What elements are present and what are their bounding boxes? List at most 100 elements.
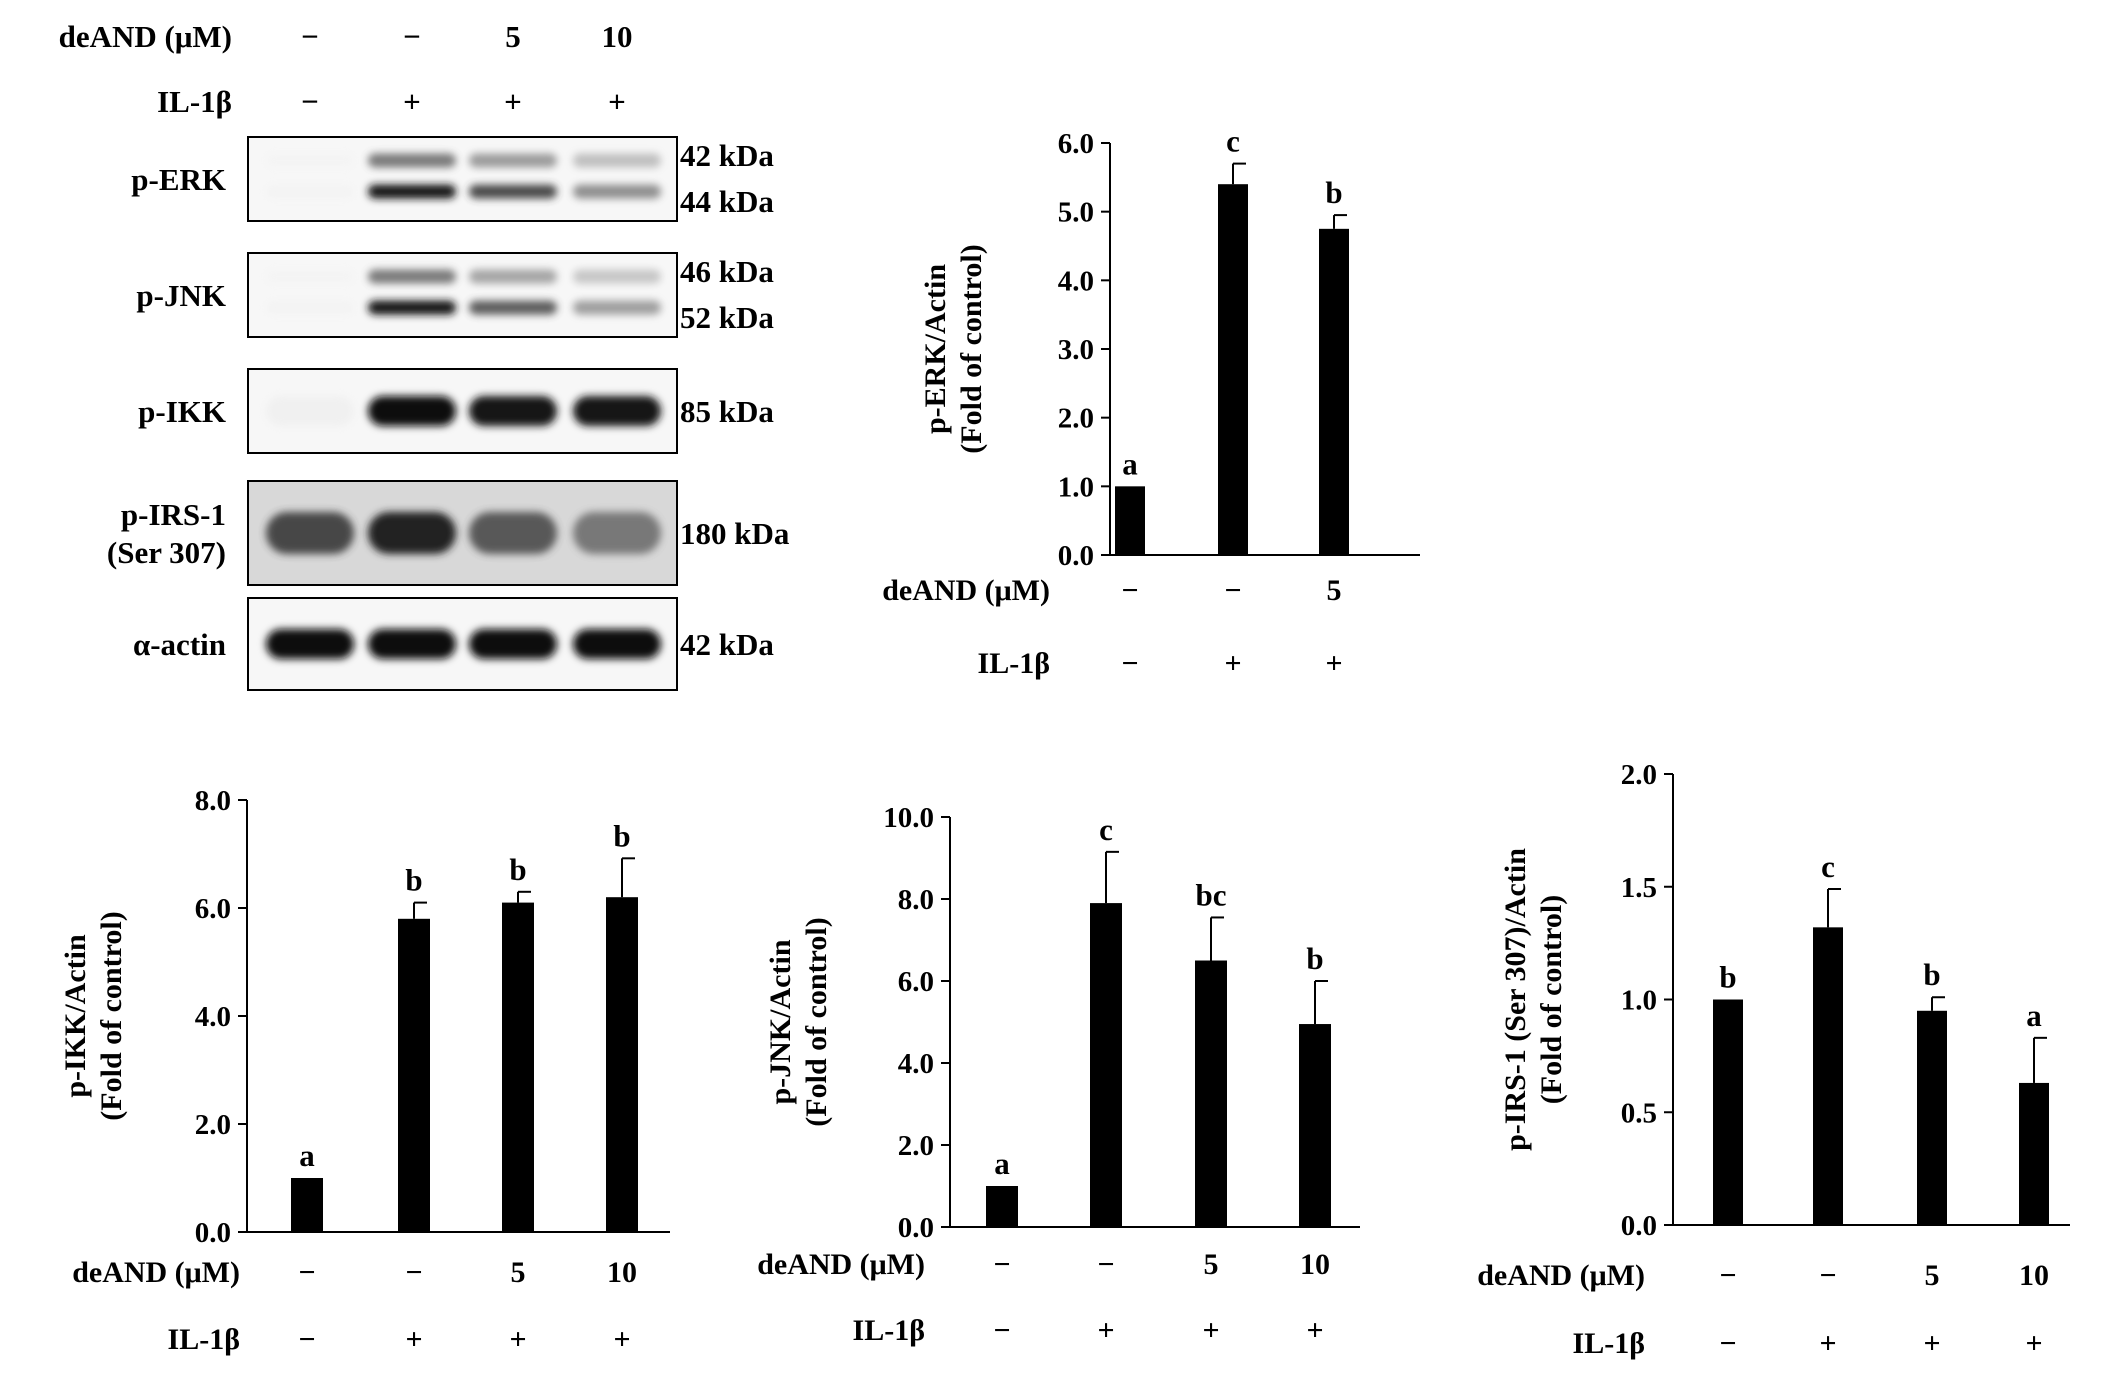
condition-value: + [1819, 1327, 1836, 1360]
blot-protein-label: p-JNK [136, 278, 226, 313]
significance-letter: b [1719, 960, 1736, 995]
bars: b c b a [1713, 849, 2049, 1225]
condition-label: IL-1β [978, 647, 1050, 680]
blot-kda-label: 85 kDa [680, 394, 774, 429]
blot-band [266, 153, 354, 168]
blot-kda-label: 42 kDa [680, 138, 774, 173]
significance-letter: c [1099, 812, 1113, 847]
y-axis-label-line: p-ERK/Actin [919, 264, 952, 434]
y-tick-label: 2.0 [195, 1109, 231, 1141]
blot-band [573, 396, 661, 426]
bar [986, 1186, 1018, 1227]
blot-condition-value: − [301, 19, 319, 54]
axes: 0.0 0.5 1.0 1.5 2.0 [1621, 760, 2070, 1242]
bar [291, 1178, 323, 1232]
blot-band [368, 396, 456, 426]
blot-band [573, 629, 661, 659]
blot-band [266, 629, 354, 659]
bar [1713, 999, 1743, 1225]
condition-value: − [1719, 1327, 1736, 1360]
bar [1195, 960, 1227, 1227]
bars: acbb [1115, 124, 1349, 555]
blot-condition-label: IL-1β [157, 84, 232, 119]
condition-label: deAND (μM) [72, 1256, 240, 1289]
blot-membrane [247, 252, 678, 338]
blot-band [368, 300, 456, 315]
blot-band [266, 184, 354, 199]
bar [1090, 903, 1122, 1227]
condition-value: + [1923, 1327, 1940, 1360]
blot-band [469, 300, 557, 315]
bars: a c bc b [986, 812, 1331, 1227]
condition-value: + [1224, 647, 1241, 680]
condition-label: IL-1β [853, 1314, 925, 1347]
y-axis-label-line: p-IRS-1 (Ser 307)/Actin [1499, 848, 1532, 1151]
y-tick-label: 5.0 [1058, 197, 1094, 229]
y-tick-label: 3.0 [1058, 334, 1094, 366]
blot-condition-value: 10 [602, 19, 633, 54]
condition-value: − [993, 1314, 1010, 1347]
condition-value: + [1097, 1314, 1114, 1347]
y-tick-label: 8.0 [195, 785, 231, 817]
significance-letter: c [1821, 849, 1835, 884]
blot-protein-label: p-ERK [131, 162, 226, 197]
chart-p-irs-1: 0.0 0.5 1.0 1.5 2.0 p-IRS-1 (Ser 307)/Actin (F… [1477, 760, 2070, 1360]
blot-condition-label: deAND (μM) [59, 19, 232, 54]
blot-band [368, 153, 456, 168]
y-axis-label-line: p-IKK/Actin [59, 934, 92, 1098]
y-tick-label: 2.0 [1058, 403, 1094, 435]
y-tick-label: 1.0 [1058, 471, 1094, 503]
blot-condition-value: + [403, 84, 421, 119]
blot-band [573, 512, 661, 554]
y-axis-label-line: (Fold of control) [955, 244, 988, 453]
condition-value: + [1325, 647, 1342, 680]
bar [2019, 1082, 2049, 1225]
blot-band [573, 269, 661, 284]
blot-membrane [247, 136, 678, 222]
blot-kda-label: 46 kDa [680, 254, 774, 289]
significance-letter: b [1325, 175, 1342, 210]
bar [502, 902, 534, 1232]
significance-letter: c [1226, 124, 1240, 159]
y-axis-label-line: (Fold of control) [1535, 895, 1568, 1104]
bar [1319, 228, 1349, 555]
y-axis-label-line: (Fold of control) [800, 917, 833, 1126]
y-tick-label: 0.0 [1621, 1210, 1657, 1242]
condition-value: − [298, 1323, 315, 1356]
blot-band [573, 153, 661, 168]
blot-condition-value: − [403, 19, 421, 54]
chart-p-ikk: 0.0 2.0 4.0 6.0 8.0 p-IKK/Actin (Fold of contr… [59, 785, 670, 1356]
condition-label: deAND (μM) [1477, 1259, 1645, 1292]
bar [1299, 1024, 1331, 1227]
blot-panels: p-ERK 42 kDa 44 kDa p-JNK 46 kDa 52 kDa p-IKK 8… [107, 136, 790, 691]
blot-band [469, 512, 557, 554]
condition-value: 5 [1204, 1248, 1219, 1281]
bar [398, 918, 430, 1232]
significance-letter: b [1306, 941, 1323, 976]
significance-letter: bc [1196, 877, 1227, 912]
blot-kda-label: 52 kDa [680, 300, 774, 335]
chart-p-erk: 0.0 1.0 2.0 3.0 4.0 5.0 6.0 p-ERK/Actin (Fold of… [882, 124, 1420, 680]
significance-letter: b [405, 863, 422, 898]
condition-value: 10 [607, 1256, 637, 1289]
condition-value: + [509, 1323, 526, 1356]
axes: 0.0 2.0 4.0 6.0 8.0 [195, 785, 670, 1249]
y-tick-label: 8.0 [898, 884, 934, 916]
condition-value: − [1224, 574, 1241, 607]
condition-value: + [613, 1323, 630, 1356]
significance-letter: a [1122, 446, 1138, 481]
condition-value: + [1306, 1314, 1323, 1347]
western-blot-figure: deAND (μM) − − 5 10 IL-1β − + + + p-ERK 42 kDa 44 k… [59, 19, 790, 691]
condition-value: − [1121, 647, 1138, 680]
significance-letter: a [2026, 998, 2042, 1033]
y-axis-label: p-ERK/Actin (Fold of control) [919, 244, 988, 453]
blot-band [573, 300, 661, 315]
condition-value: − [993, 1248, 1010, 1281]
bar [606, 897, 638, 1232]
blot-band [266, 512, 354, 554]
blot-protein-label: (Ser 307) [107, 535, 226, 570]
blot-band [368, 184, 456, 199]
